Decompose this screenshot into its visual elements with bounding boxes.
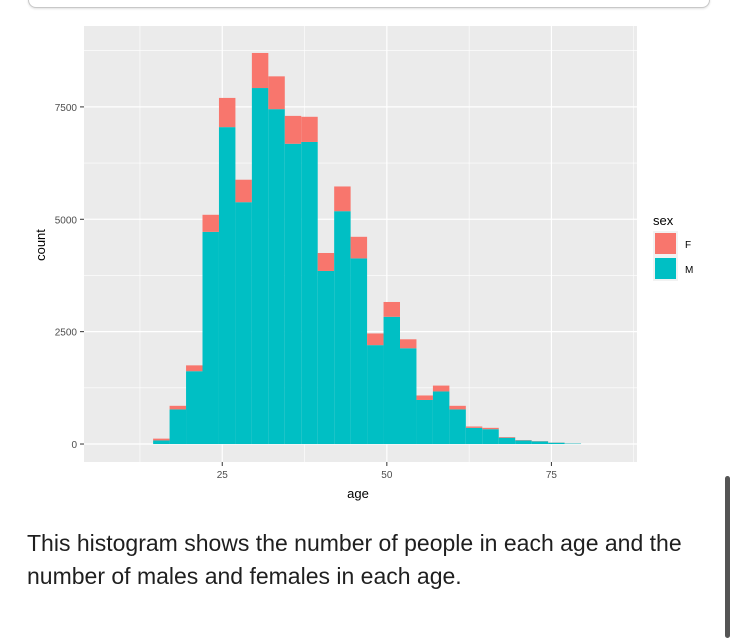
bar-F: [235, 179, 252, 203]
bar-M: [268, 109, 285, 445]
bar-F: [416, 395, 433, 400]
bar-F: [482, 427, 499, 430]
bar-M: [482, 429, 499, 445]
bar-F: [334, 186, 351, 212]
x-axis-label: age: [347, 486, 369, 501]
bar-M: [301, 141, 318, 445]
bar-M: [317, 270, 335, 445]
bar-F: [202, 214, 219, 232]
bar-F: [383, 301, 400, 317]
legend-swatch-M: [655, 258, 676, 279]
bar-F: [498, 437, 516, 438]
bar-F: [186, 365, 203, 372]
legend-label-M: M: [685, 265, 693, 276]
bar-M: [284, 143, 302, 445]
legend-label-F: F: [685, 240, 691, 251]
scrollbar-thumb[interactable]: [725, 476, 730, 638]
x-tick-label: 50: [381, 470, 393, 481]
bar-F: [268, 76, 285, 110]
histogram-bars: [153, 52, 582, 445]
histogram-chart: 0 2500 5000 7500 25 50 75 age count sex F M: [33, 26, 693, 501]
y-tick-label: 2500: [55, 328, 78, 339]
bar-F: [400, 339, 417, 349]
x-tick-label: 75: [546, 470, 558, 481]
bar-F: [317, 252, 335, 271]
bar-F: [251, 52, 269, 89]
bar-M: [218, 127, 236, 445]
bar-M: [350, 258, 368, 445]
bar-M: [400, 348, 417, 445]
y-tick-label: 7500: [55, 103, 78, 114]
bar-F: [301, 116, 318, 142]
bar-F: [153, 438, 170, 441]
y-axis-ticks: 0 2500 5000 7500: [55, 103, 84, 451]
bar-M: [548, 442, 565, 445]
bar-F: [169, 405, 187, 410]
bar-M: [416, 399, 433, 445]
caption-text: This histogram shows the number of peopl…: [27, 530, 682, 589]
bar-F: [218, 97, 236, 128]
bar-M: [465, 427, 483, 445]
bar-F: [465, 426, 483, 428]
bar-M: [515, 440, 532, 445]
bar-F: [350, 236, 368, 259]
x-axis-ticks: 25 50 75: [217, 462, 558, 481]
bar-M: [235, 202, 252, 445]
y-axis-label: count: [33, 229, 48, 261]
bar-M: [449, 409, 466, 445]
y-tick-label: 0: [71, 440, 77, 451]
y-tick-label: 5000: [55, 215, 78, 226]
legend-title: sex: [653, 213, 674, 228]
bar-F: [284, 115, 302, 144]
legend-swatch-F: [655, 233, 676, 254]
bar-F: [449, 405, 466, 410]
bar-F: [367, 333, 384, 346]
bar-M: [202, 231, 219, 445]
bar-M: [367, 345, 384, 445]
x-tick-label: 25: [217, 470, 229, 481]
bar-M: [251, 88, 269, 445]
bar-M: [169, 409, 187, 445]
bar-F: [432, 385, 450, 392]
bar-M: [383, 316, 400, 445]
legend: sex F M: [653, 213, 693, 281]
bar-M: [432, 391, 450, 445]
bar-M: [153, 440, 170, 445]
bar-M: [498, 437, 516, 445]
bar-M: [334, 211, 351, 445]
bar-M: [531, 441, 549, 445]
bar-M: [186, 371, 203, 445]
